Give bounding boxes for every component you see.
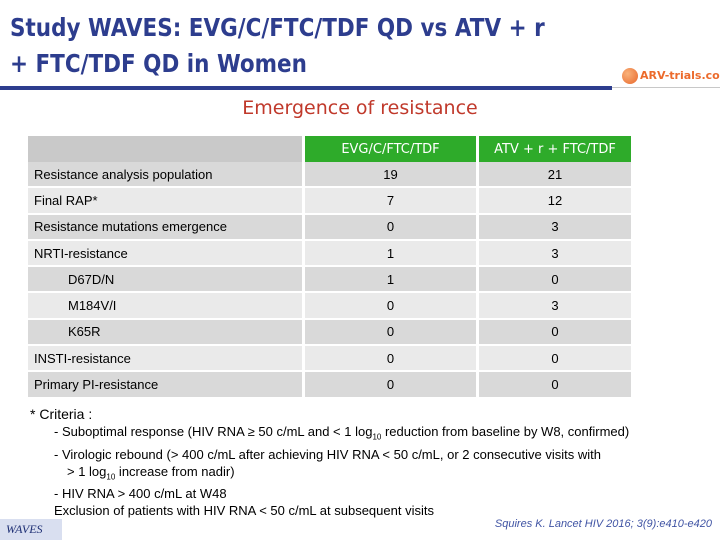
criteria-item-2: - Virologic rebound (> 400 c/mL after ac… [54, 446, 601, 462]
table-row: M184V/I 0 3 [28, 292, 631, 320]
title-line-2: + FTC/TDF QD in Women [10, 49, 307, 78]
exclusion-note: Exclusion of patients with HIV RNA < 50 … [54, 503, 434, 519]
cell-atv-value: 0 [476, 345, 631, 373]
cell-evg-value: 0 [302, 345, 478, 373]
criteria-notes: * Criteria : - Suboptimal response (HIV … [30, 406, 710, 519]
cell-evg-value: 1 [302, 239, 478, 268]
logo-mark-icon [622, 68, 638, 84]
cell-evg-value: 7 [302, 187, 478, 215]
resistance-table: EVG/C/FTC/TDF ATV + r + FTC/TDF Resistan… [28, 136, 631, 399]
cell-atv-value: 0 [476, 318, 631, 347]
criteria-item-1: - Suboptimal response (HIV RNA ≥ 50 c/mL… [30, 423, 710, 446]
criteria-item-2-continued: > 1 log10 increase from nadir) [30, 463, 710, 486]
row-label: Primary PI-resistance [28, 371, 304, 399]
study-tag-label: WAVES [6, 522, 43, 536]
table-row: INSTI-resistance 0 0 [28, 345, 631, 373]
criteria-item-2-cont-text: > 1 log [67, 463, 107, 479]
row-label: INSTI-resistance [28, 345, 304, 373]
study-tag: WAVES [0, 519, 62, 540]
criteria-item-2-cont-end: increase from nadir) [115, 463, 235, 479]
logo-text: ARV-trials.com [640, 69, 720, 82]
cell-evg-value: 0 [302, 371, 478, 399]
table-row: Primary PI-resistance 0 0 [28, 371, 631, 399]
section-subtitle: Emergence of resistance [242, 97, 478, 119]
table-row: K65R 0 0 [28, 318, 631, 347]
criteria-item-1-text-end: reduction from baseline by W8, confirmed… [381, 424, 630, 439]
title-underline [0, 86, 612, 90]
citation: Squires K. Lancet HIV 2016; 3(9):e410-e4… [494, 518, 712, 530]
cell-evg-value: 1 [302, 266, 478, 294]
cell-atv-value: 3 [476, 213, 631, 241]
criteria-item-3: - HIV RNA > 400 c/mL at W48 [54, 486, 227, 502]
cell-atv-value: 0 [476, 371, 631, 399]
row-label: Resistance mutations emergence [28, 213, 304, 241]
cell-evg-value: 0 [302, 318, 478, 347]
row-label: Final RAP* [28, 187, 304, 215]
row-label: K65R [28, 318, 304, 347]
column-header-evg: EVG/C/FTC/TDF [302, 136, 478, 162]
title-underline-tail [612, 87, 720, 88]
table-row: Resistance analysis population 19 21 [28, 162, 631, 189]
arv-trials-logo: ARV-trials.com [622, 68, 720, 84]
column-header-atv: ATV + r + FTC/TDF [476, 136, 631, 162]
slide-title: Study WAVES: EVG/C/FTC/TDF QD vs ATV + r… [10, 10, 545, 82]
criteria-heading: * Criteria : [30, 406, 93, 422]
row-label: Resistance analysis population [28, 162, 304, 189]
log-subscript: 10 [372, 432, 382, 442]
cell-evg-value: 19 [302, 162, 478, 189]
table-row: Final RAP* 7 12 [28, 187, 631, 215]
cell-atv-value: 0 [476, 266, 631, 294]
row-label: D67D/N [28, 266, 304, 294]
cell-evg-value: 0 [302, 292, 478, 320]
cell-evg-value: 0 [302, 213, 478, 241]
criteria-item-1-text: - Suboptimal response (HIV RNA ≥ 50 c/mL… [54, 424, 373, 439]
cell-atv-value: 12 [476, 187, 631, 215]
log-subscript: 10 [106, 472, 116, 482]
cell-atv-value: 3 [476, 239, 631, 268]
table-row: NRTI-resistance 1 3 [28, 239, 631, 268]
row-label: M184V/I [28, 292, 304, 320]
header-blank-cell [28, 136, 304, 162]
table-row: Resistance mutations emergence 0 3 [28, 213, 631, 241]
table-header-row: EVG/C/FTC/TDF ATV + r + FTC/TDF [28, 136, 631, 162]
title-line-1: Study WAVES: EVG/C/FTC/TDF QD vs ATV + r [10, 13, 545, 42]
table-row: D67D/N 1 0 [28, 266, 631, 294]
row-label: NRTI-resistance [28, 239, 304, 268]
cell-atv-value: 3 [476, 292, 631, 320]
cell-atv-value: 21 [476, 162, 631, 189]
